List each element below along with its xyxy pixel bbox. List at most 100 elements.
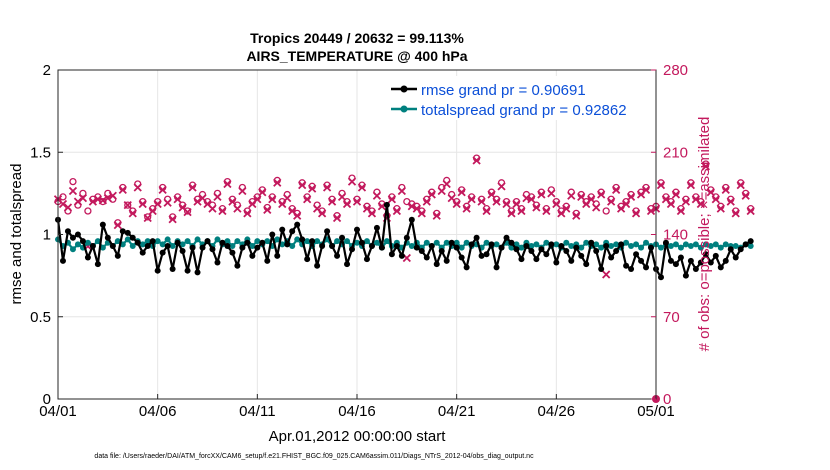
obs-assimilated-marker (173, 195, 182, 204)
totalspread-point (194, 236, 201, 243)
obs-assimilated-marker (462, 204, 471, 213)
totalspread-point (144, 238, 151, 245)
obs-assimilated-marker (392, 206, 402, 216)
obs-possible-marker (124, 201, 132, 209)
obs-assimilated-marker (482, 206, 491, 216)
rmse-point (438, 247, 445, 254)
rmse-point (408, 216, 415, 223)
rmse-point (508, 239, 515, 246)
rmse-point (528, 247, 535, 254)
obs-possible-marker (84, 207, 92, 215)
rmse-point (214, 259, 221, 266)
rmse-point (583, 261, 590, 268)
obs-assimilated-marker (607, 197, 616, 206)
obs-assimilated-marker (656, 181, 666, 190)
totalspread-point (613, 241, 620, 248)
rmse-point (628, 266, 635, 273)
rmse-point (334, 252, 341, 259)
obs-assimilated-marker (298, 181, 307, 190)
totalspread-point (643, 239, 650, 246)
rmse-point (74, 231, 81, 238)
totalspread-point (717, 244, 724, 251)
rmse-point (513, 246, 520, 253)
obs-assimilated-marker (631, 209, 641, 218)
x-tick-label: 04/11 (239, 403, 275, 420)
obs-assimilated-marker (497, 182, 506, 191)
obs-assimilated-marker (666, 199, 676, 209)
rmse-point (383, 201, 390, 208)
totalspread-point (179, 241, 186, 248)
rmse-point (169, 266, 176, 273)
y-tick-label: 1 (43, 227, 51, 244)
totalspread-point (408, 243, 415, 250)
obs-assimilated-marker (442, 179, 451, 189)
rmse-point (737, 246, 744, 253)
obs-assimilated-marker (153, 199, 162, 209)
totalspread-point (578, 244, 585, 251)
totalspread-point (124, 236, 131, 243)
rmse-point (623, 262, 630, 269)
obs-assimilated-marker (572, 211, 581, 220)
totalspread-point (732, 243, 739, 250)
totalspread-point (697, 244, 704, 251)
obs-assimilated-marker (223, 179, 232, 189)
rmse-point (548, 241, 555, 248)
totalspread-point (334, 238, 341, 245)
obs-assimilated-marker (218, 206, 227, 216)
totalspread-point (682, 241, 689, 248)
obs-assimilated-marker (283, 193, 292, 203)
rmse-point (69, 234, 76, 241)
obs-assimilated-marker (268, 195, 277, 204)
observation-count-series (53, 154, 755, 403)
obs-assimilated-marker (457, 188, 466, 197)
rmse-point (707, 259, 714, 266)
rmse-point (89, 243, 96, 250)
totalspread-point (373, 239, 380, 246)
rmse-point (159, 249, 166, 256)
totalspread-point (304, 238, 311, 245)
y-axis-right-ticks: 0 70 140 210 280 (651, 62, 688, 408)
obs-assimilated-marker (78, 193, 88, 203)
rmse-point (104, 234, 111, 241)
obs-assimilated-marker (193, 197, 202, 206)
rmse-point (588, 239, 595, 246)
obs-assimilated-marker (163, 198, 172, 207)
obs-assimilated-marker (303, 195, 312, 204)
obs-possible-marker (144, 213, 152, 221)
totalspread-point (633, 241, 640, 248)
rmse-point (603, 243, 610, 250)
obs-assimilated-marker (681, 197, 691, 206)
rmse-point (124, 229, 131, 236)
legend: rmse grand pr = 0.90691 totalspread gran… (388, 76, 652, 120)
rmse-point (662, 239, 669, 246)
totalspread-point (598, 244, 605, 251)
obs-assimilated-marker (188, 183, 197, 192)
rmse-point (613, 247, 620, 254)
y-right-tick-label: 0 (663, 391, 671, 408)
rmse-point (443, 257, 450, 264)
rmse-point (643, 264, 650, 271)
rmse-point (114, 252, 121, 259)
x-axis-label: Apr.01,2012 00:00:00 start (269, 428, 447, 445)
obs-assimilated-marker (487, 190, 496, 199)
obs-assimilated-marker (168, 215, 177, 224)
obs-assimilated-marker (611, 185, 621, 194)
rmse-point (667, 257, 674, 264)
totalspread-point (383, 238, 390, 245)
x-tick-label: 04/16 (338, 403, 376, 420)
obs-assimilated-marker (243, 209, 252, 218)
rmse-point (598, 266, 605, 273)
obs-assimilated-marker (138, 199, 147, 209)
x-axis-ticks: 04/01 04/06 04/11 04/16 04/21 04/26 05/01 (39, 394, 675, 420)
obs-assimilated-marker (372, 191, 382, 200)
totalspread-point (747, 243, 754, 250)
obs-assimilated-marker (567, 191, 576, 200)
obs-assimilated-marker (123, 200, 132, 210)
rmse-point (702, 251, 709, 258)
obs-assimilated-marker (706, 188, 715, 197)
totalspread-point (583, 239, 590, 246)
obs-assimilated-marker (467, 195, 476, 204)
legend-totalspread-label: totalspread grand pr = 0.92862 (421, 102, 627, 119)
rmse-point (304, 256, 311, 263)
